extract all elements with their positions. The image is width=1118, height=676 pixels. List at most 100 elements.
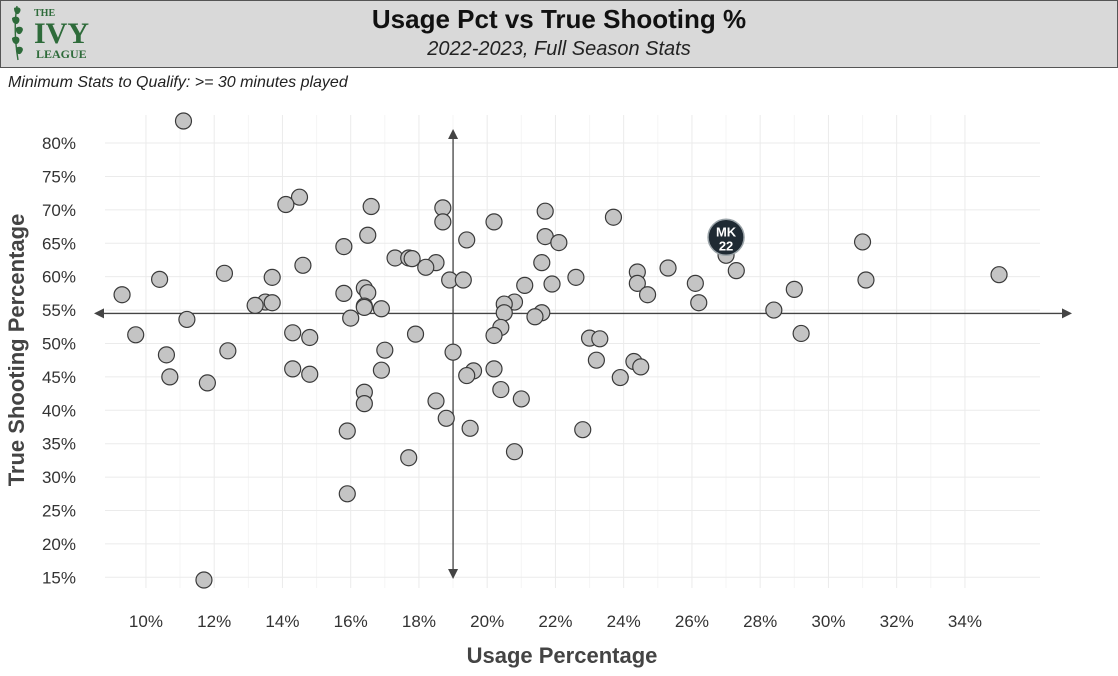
data-point bbox=[516, 276, 534, 294]
y-tick-label: 35% bbox=[42, 435, 76, 454]
x-tick-label: 26% bbox=[675, 612, 709, 631]
data-point bbox=[686, 274, 704, 292]
y-tick-label: 20% bbox=[42, 535, 76, 554]
data-point bbox=[505, 443, 524, 461]
x-tick-label: 34% bbox=[948, 612, 982, 631]
data-point bbox=[161, 368, 179, 386]
x-axis-title: Usage Percentage bbox=[467, 643, 658, 668]
y-tick-label: 30% bbox=[42, 468, 76, 487]
data-point bbox=[485, 326, 503, 345]
highlight-label-initials: MK bbox=[716, 224, 737, 239]
data-point bbox=[335, 284, 353, 302]
data-point bbox=[359, 226, 377, 244]
data-points bbox=[113, 112, 1008, 589]
data-point bbox=[765, 301, 783, 319]
data-point bbox=[417, 258, 435, 276]
data-point bbox=[263, 268, 281, 286]
data-point bbox=[495, 304, 513, 322]
data-point bbox=[536, 202, 554, 220]
x-tick-label: 14% bbox=[265, 612, 299, 631]
x-tick-label: 20% bbox=[470, 612, 504, 631]
data-point bbox=[990, 266, 1008, 284]
highlight-label-number: 22 bbox=[719, 238, 733, 253]
data-point bbox=[485, 213, 503, 231]
left-arrowhead bbox=[94, 308, 104, 319]
data-point bbox=[406, 325, 425, 343]
data-point bbox=[362, 197, 380, 216]
data-point bbox=[690, 294, 708, 312]
data-point bbox=[461, 419, 479, 437]
data-point bbox=[127, 326, 145, 344]
y-tick-label: 40% bbox=[42, 401, 76, 420]
data-point bbox=[567, 268, 585, 286]
data-point bbox=[533, 254, 551, 272]
data-point bbox=[485, 360, 503, 378]
data-point bbox=[195, 571, 213, 589]
data-point bbox=[294, 256, 312, 274]
data-point bbox=[400, 449, 418, 467]
x-tick-label: 12% bbox=[197, 612, 231, 631]
ivy-leaf-icon bbox=[12, 5, 23, 61]
data-point bbox=[437, 409, 455, 427]
logo-line2: IVY bbox=[34, 17, 89, 50]
data-point bbox=[857, 271, 875, 289]
y-tick-label: 55% bbox=[42, 301, 76, 320]
data-point bbox=[454, 271, 472, 289]
x-tick-label: 16% bbox=[334, 612, 368, 631]
chart-title: Usage Pct vs True Shooting % bbox=[371, 4, 747, 34]
x-tick-label: 28% bbox=[743, 612, 777, 631]
x-tick-label: 24% bbox=[607, 612, 641, 631]
data-point bbox=[628, 274, 646, 292]
data-point bbox=[338, 422, 356, 440]
data-point bbox=[727, 262, 745, 280]
data-point bbox=[113, 286, 131, 304]
right-arrowhead bbox=[1062, 308, 1072, 319]
ivy-league-logo: THE IVY LEAGUE bbox=[12, 5, 89, 61]
data-point bbox=[543, 275, 561, 293]
chart-subtitle: 2022-2023, Full Season Stats bbox=[427, 38, 691, 60]
data-point bbox=[550, 234, 568, 252]
data-point bbox=[277, 195, 295, 214]
y-tick-label: 75% bbox=[42, 167, 76, 186]
data-point bbox=[574, 421, 592, 439]
data-point bbox=[284, 324, 302, 342]
data-point bbox=[301, 365, 319, 383]
data-point bbox=[263, 294, 281, 312]
x-tick-label: 30% bbox=[811, 612, 845, 631]
data-point bbox=[372, 361, 391, 379]
y-tick-label: 70% bbox=[42, 201, 76, 220]
data-point bbox=[587, 351, 605, 369]
data-point bbox=[376, 341, 394, 359]
y-tick-label: 50% bbox=[42, 334, 76, 353]
data-point bbox=[355, 395, 373, 413]
y-axis-title: True Shooting Percentage bbox=[4, 214, 29, 487]
data-point bbox=[219, 342, 237, 360]
data-point bbox=[458, 231, 476, 249]
data-point bbox=[611, 368, 629, 387]
x-tick-label: 18% bbox=[402, 612, 436, 631]
data-point bbox=[526, 308, 544, 326]
down-arrowhead bbox=[448, 569, 459, 579]
data-point bbox=[150, 270, 169, 288]
data-point bbox=[403, 250, 421, 268]
data-point bbox=[246, 296, 264, 315]
data-point bbox=[301, 328, 319, 347]
header-bar bbox=[0, 0, 1118, 68]
x-tick-label: 32% bbox=[880, 612, 914, 631]
data-point bbox=[174, 112, 193, 130]
data-point bbox=[335, 238, 353, 256]
data-point bbox=[591, 330, 609, 348]
logo-line1: THE bbox=[34, 8, 55, 19]
data-point bbox=[178, 310, 196, 329]
data-point bbox=[512, 390, 530, 408]
qualify-caption: Minimum Stats to Qualify: >= 30 minutes … bbox=[8, 74, 348, 91]
up-arrowhead bbox=[448, 129, 459, 139]
data-point bbox=[785, 280, 803, 298]
y-tick-label: 60% bbox=[42, 268, 76, 287]
data-point bbox=[632, 358, 650, 376]
logo-line3: LEAGUE bbox=[36, 47, 87, 61]
data-point bbox=[290, 188, 309, 206]
data-point bbox=[638, 286, 657, 304]
